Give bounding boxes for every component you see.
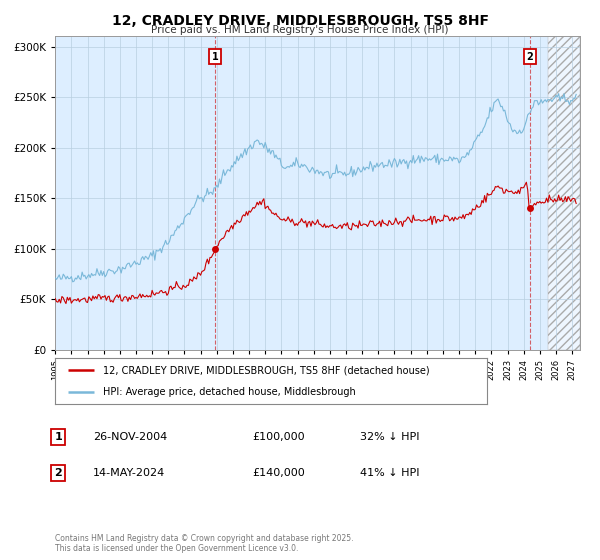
Text: 12, CRADLEY DRIVE, MIDDLESBROUGH, TS5 8HF: 12, CRADLEY DRIVE, MIDDLESBROUGH, TS5 8H… [112, 14, 488, 28]
Text: 1: 1 [55, 432, 62, 442]
Text: 41% ↓ HPI: 41% ↓ HPI [360, 468, 419, 478]
Text: £100,000: £100,000 [252, 432, 305, 442]
Text: Price paid vs. HM Land Registry's House Price Index (HPI): Price paid vs. HM Land Registry's House … [151, 25, 449, 35]
Text: 12, CRADLEY DRIVE, MIDDLESBROUGH, TS5 8HF (detached house): 12, CRADLEY DRIVE, MIDDLESBROUGH, TS5 8H… [103, 365, 430, 375]
Text: 2: 2 [55, 468, 62, 478]
Text: 1: 1 [212, 52, 219, 62]
Text: HPI: Average price, detached house, Middlesbrough: HPI: Average price, detached house, Midd… [103, 387, 355, 397]
Text: £140,000: £140,000 [252, 468, 305, 478]
Text: 32% ↓ HPI: 32% ↓ HPI [360, 432, 419, 442]
Text: 14-MAY-2024: 14-MAY-2024 [93, 468, 165, 478]
Text: 2: 2 [526, 52, 533, 62]
Text: Contains HM Land Registry data © Crown copyright and database right 2025.
This d: Contains HM Land Registry data © Crown c… [55, 534, 354, 553]
Text: 26-NOV-2004: 26-NOV-2004 [93, 432, 167, 442]
